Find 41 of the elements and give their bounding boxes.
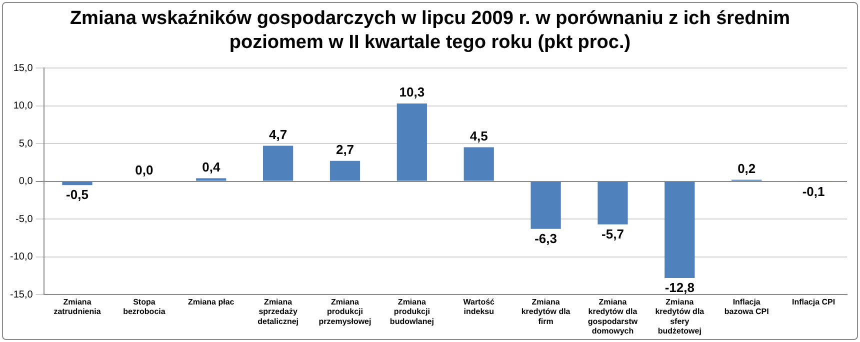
bar bbox=[196, 178, 226, 181]
chart-title: Zmiana wskaźników gospodarczych w lipcu 2009 r. w porównaniu z ich średnim poziomem w II kwartale tego roku (pkt proc.) bbox=[68, 7, 792, 55]
data-label: 0,0 bbox=[135, 162, 154, 178]
bar bbox=[396, 104, 427, 181]
bar bbox=[62, 182, 92, 186]
data-label: -12,8 bbox=[664, 280, 694, 296]
data-label: -0,1 bbox=[802, 184, 825, 200]
bar bbox=[598, 182, 628, 224]
y-tick-label: -5,0 bbox=[16, 214, 34, 225]
x-tick-label: Zmiana produkcji budowlanej bbox=[390, 298, 434, 326]
x-tick-label: Zmiana kredytów dla sfery budżetowej bbox=[655, 298, 705, 336]
data-label: -6,3 bbox=[534, 230, 557, 246]
data-label: 2,7 bbox=[336, 142, 354, 157]
x-tick-label: Zmiana sprzedaży detalicznej bbox=[258, 298, 299, 326]
data-label: 4,5 bbox=[470, 128, 488, 144]
x-tick-label: Inflacja CPI bbox=[792, 298, 836, 307]
bar bbox=[330, 160, 360, 181]
bar bbox=[530, 182, 561, 229]
y-tick-label: 15,0 bbox=[13, 62, 34, 74]
x-tick-label: Zmiana kredytów dla gospodarstw domowych bbox=[588, 298, 638, 336]
x-tick-label: Zmiana kredytów dla firm bbox=[521, 298, 571, 326]
data-label: 0,4 bbox=[202, 159, 221, 174]
bar bbox=[664, 182, 695, 278]
x-tick-label: Zmiana zatrudnienia bbox=[54, 298, 102, 316]
x-tick-label: Wartość indeksu bbox=[463, 298, 496, 316]
data-label: -0,5 bbox=[66, 187, 88, 202]
y-tick-label: -10,0 bbox=[10, 252, 34, 263]
y-tick-label: -15,0 bbox=[10, 289, 34, 300]
y-tick-label: 10,0 bbox=[13, 100, 34, 112]
y-tick-label: 5,0 bbox=[18, 138, 34, 150]
x-tick-label: Zmiana płac bbox=[188, 298, 235, 307]
data-label: 0,2 bbox=[738, 160, 756, 176]
y-tick-label: 0,0 bbox=[18, 176, 34, 188]
x-tick-label: Zmiana produkcji przemysłowej bbox=[318, 298, 372, 326]
bar bbox=[464, 147, 494, 181]
data-label: 10,3 bbox=[399, 84, 425, 100]
bar bbox=[263, 146, 294, 181]
data-label: 4,7 bbox=[269, 126, 288, 142]
data-label: -5,7 bbox=[602, 226, 624, 242]
x-tick-label: Stopa bezrobocia bbox=[123, 298, 166, 316]
x-tick-label: Inflacja bazowa CPI bbox=[724, 298, 769, 316]
